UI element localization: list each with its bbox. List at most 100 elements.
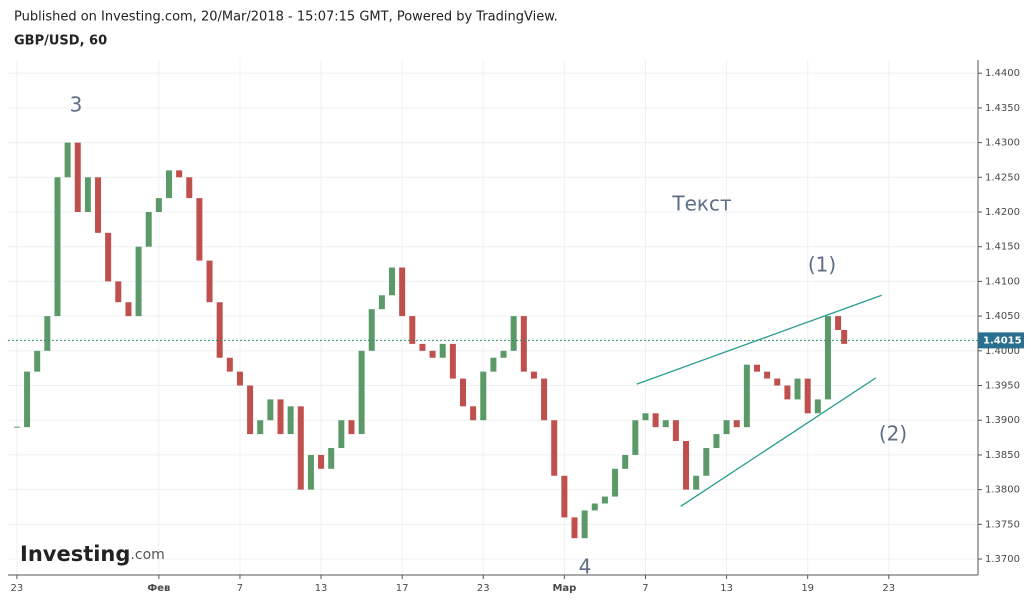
- candle: [206, 260, 213, 303]
- candle: [297, 406, 304, 490]
- x-tick-label: 23: [11, 583, 24, 594]
- candle: [622, 454, 629, 469]
- candle: [520, 316, 527, 372]
- candle: [774, 378, 781, 386]
- candle: [236, 371, 243, 386]
- candle: [835, 316, 842, 330]
- last-price-box: [978, 332, 1024, 349]
- candle: [145, 212, 152, 247]
- candle: [44, 316, 51, 351]
- candle: [176, 170, 183, 178]
- candle: [743, 364, 750, 428]
- candle: [267, 399, 274, 421]
- symbol: GBP/USD, 60: [14, 34, 107, 49]
- x-tick-label: 23: [882, 583, 895, 594]
- candle: [561, 475, 568, 518]
- candle: [541, 378, 548, 421]
- candle: [753, 364, 760, 372]
- candle: [804, 378, 811, 414]
- candle: [439, 343, 446, 358]
- candle: [581, 510, 588, 539]
- logo-suffix: .com: [130, 547, 164, 563]
- candle: [378, 295, 385, 310]
- candle: [24, 371, 31, 428]
- candle: [841, 329, 848, 344]
- candle: [409, 316, 416, 344]
- candle: [348, 420, 355, 435]
- y-tick-label: 1.3800: [985, 485, 1020, 496]
- candle: [287, 406, 294, 435]
- candle: [84, 177, 91, 213]
- x-tick-label: Мар: [552, 583, 576, 594]
- candle: [54, 177, 61, 317]
- candle: [155, 198, 162, 213]
- candle: [358, 350, 365, 435]
- x-tick-label: 17: [396, 583, 409, 594]
- x-tick-label: 13: [720, 583, 733, 594]
- candle: [115, 281, 122, 303]
- candle: [74, 142, 81, 213]
- y-tick-label: 1.4050: [985, 311, 1020, 322]
- last-price-label: 1.4015: [983, 335, 1022, 346]
- candle: [470, 406, 477, 421]
- x-tick-label: 7: [237, 583, 243, 594]
- candle: [571, 517, 578, 539]
- y-tick-label: 1.3950: [985, 381, 1020, 392]
- candle: [733, 420, 740, 428]
- candle: [429, 350, 436, 358]
- y-tick-label: 1.3850: [985, 450, 1020, 461]
- candle: [196, 198, 203, 261]
- y-tick-label: 1.4150: [985, 242, 1020, 253]
- candle: [125, 302, 132, 317]
- y-tick-label: 1.4400: [985, 68, 1020, 79]
- trendline: [680, 377, 877, 507]
- candle: [338, 420, 345, 448]
- candle: [64, 142, 71, 178]
- candle: [642, 413, 649, 421]
- candles: [13, 142, 848, 539]
- candle: [307, 454, 314, 490]
- candle: [601, 496, 608, 504]
- logo: Investing.com: [20, 542, 165, 566]
- candle: [135, 246, 142, 317]
- y-tick-label: 1.3900: [985, 415, 1020, 426]
- published-note: Published on Investing.com, 20/Mar/2018 …: [14, 10, 558, 25]
- annotation: 4: [579, 555, 592, 579]
- candle: [500, 350, 507, 358]
- candle: [672, 420, 679, 442]
- x-tick-label: 7: [642, 583, 648, 594]
- x-tick-label: 19: [801, 583, 814, 594]
- candle: [257, 420, 264, 435]
- candle: [612, 468, 619, 497]
- x-tick-label: 13: [315, 583, 328, 594]
- trendline: [636, 294, 882, 385]
- candle: [480, 371, 487, 421]
- y-tick-label: 1.4000: [985, 346, 1020, 357]
- candle: [723, 420, 730, 435]
- y-tick-label: 1.3700: [985, 554, 1020, 565]
- candle: [247, 385, 254, 435]
- candle: [449, 343, 456, 379]
- candle: [794, 378, 801, 400]
- candle: [591, 503, 598, 511]
- candle: [784, 385, 791, 400]
- annotation: 3: [70, 93, 83, 117]
- candle: [368, 309, 375, 351]
- candle: [95, 177, 102, 233]
- x-tick-label: 23: [477, 583, 490, 594]
- candle: [551, 420, 558, 476]
- candle: [328, 447, 335, 469]
- candle: [510, 316, 517, 351]
- grid: [8, 60, 978, 575]
- candle: [814, 399, 821, 414]
- candle: [399, 267, 406, 317]
- candle: [530, 371, 537, 379]
- candle: [490, 357, 497, 372]
- annotation: (1): [808, 253, 836, 277]
- candle: [34, 350, 41, 372]
- candle: [632, 420, 639, 455]
- candle: [389, 267, 396, 296]
- candle: [216, 302, 223, 358]
- candle: [419, 343, 426, 351]
- y-tick-label: 1.4200: [985, 207, 1020, 218]
